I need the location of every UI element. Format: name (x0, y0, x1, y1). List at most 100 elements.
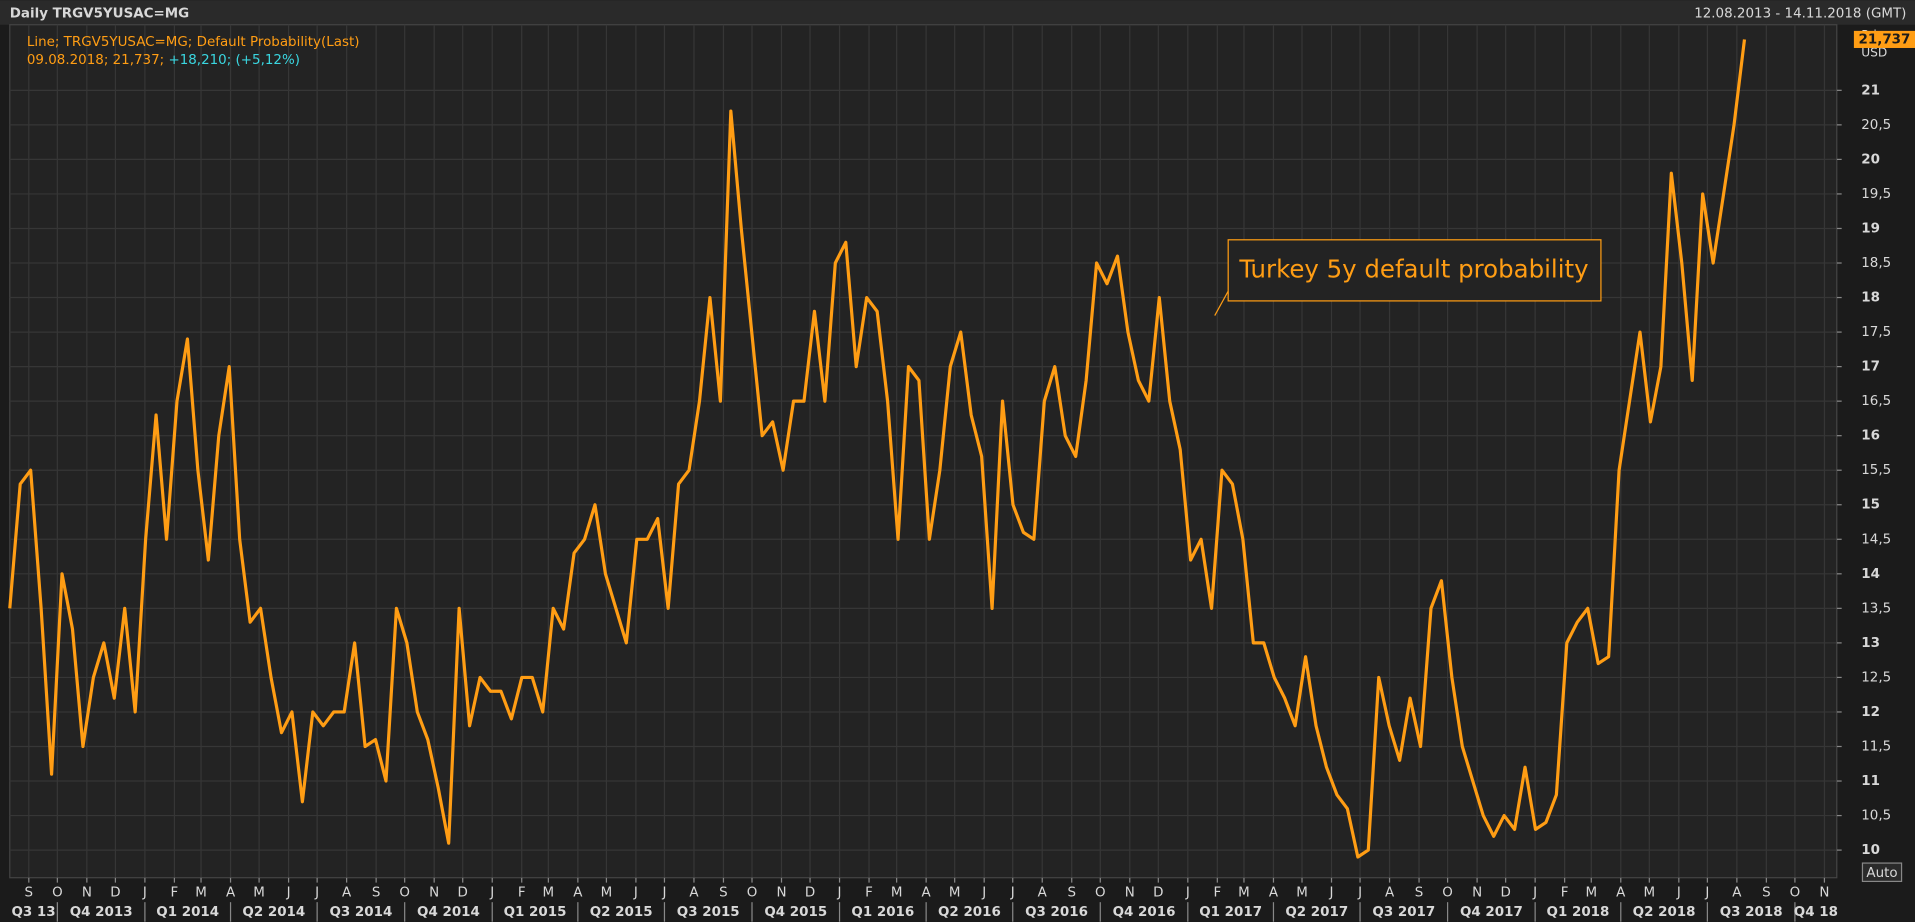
chart-title: Daily TRGV5YUSAC=MG (10, 7, 189, 22)
legend-status: 09.08.2018; 21,737; +18,210; (+5,12%) (27, 53, 300, 68)
x-tick-label: N (429, 885, 439, 900)
x-tick-label: N (1125, 885, 1135, 900)
status-date: 09.08.2018; (27, 53, 108, 68)
y-tick-label: 10 (1861, 843, 1880, 858)
y-axis-unit: USD (1861, 45, 1887, 59)
y-tick-label: 12 (1861, 705, 1880, 720)
x-tick-label: J (489, 885, 494, 900)
annotation-box (1227, 239, 1602, 302)
x-tick-label: J (1329, 885, 1334, 900)
y-tick-label: 14 (1861, 567, 1880, 582)
y-tick-label: 10,5 (1861, 809, 1891, 824)
x-tick-label: D (805, 885, 815, 900)
date-range: 12.08.2013 - 14.11.2018 (GMT) (1694, 7, 1906, 22)
x-tick-label: M (1296, 885, 1308, 900)
x-tick-label: J (314, 885, 319, 900)
x-tick-label: M (195, 885, 207, 900)
quarter-label: Q3 2017 (1372, 905, 1435, 920)
quarter-label: Q4 18 (1794, 905, 1838, 920)
quarter-label: Q3 2014 (329, 905, 392, 920)
quarter-label: Q4 2014 (417, 905, 480, 920)
y-tick-label: 11,5 (1861, 739, 1891, 754)
quarter-label: Q1 2018 (1547, 905, 1610, 920)
x-tick-label: O (1442, 885, 1453, 900)
annotation-leader (1214, 290, 1229, 316)
y-tick-label: 19,5 (1861, 187, 1891, 202)
line (8, 39, 1747, 859)
quarter-label: Q4 2015 (764, 905, 827, 920)
price-badge-group: 21,737 (1853, 30, 1915, 48)
x-tick-label: M (1585, 885, 1597, 900)
quarter-label: Q1 2014 (156, 905, 219, 920)
price-badge (1853, 30, 1915, 48)
x-tick-label: O (747, 885, 758, 900)
x-tick-label: S (372, 885, 381, 900)
x-tick-label: A (1385, 885, 1395, 900)
x-tick-label: A (573, 885, 583, 900)
x-tick-label: J (981, 885, 986, 900)
x-tick-label: M (601, 885, 613, 900)
x-tick-label: O (52, 885, 63, 900)
x-tick-label: S (25, 885, 34, 900)
y-tick-label: 13,5 (1861, 601, 1891, 616)
x-tick-label: F (1213, 885, 1221, 900)
grid (9, 24, 1842, 878)
x-tick-label: D (1153, 885, 1163, 900)
y-tick-label: 18 (1861, 291, 1880, 306)
y-tick-label: 20,5 (1861, 118, 1891, 133)
quarter-label: Q2 2017 (1285, 905, 1348, 920)
x-tick-label: S (1762, 885, 1771, 900)
y-tick-label: 12,5 (1861, 670, 1891, 685)
quarter-label: Q2 2015 (590, 905, 653, 920)
quarter-label: Q1 2017 (1199, 905, 1262, 920)
x-tick-label: A (1038, 885, 1048, 900)
y-tick-label: 13 (1861, 636, 1880, 651)
x-tick-label: A (1732, 885, 1742, 900)
quarter-label: Q3 13 (11, 905, 55, 920)
x-tick-label: F (1561, 885, 1569, 900)
x-tick-label: J (633, 885, 638, 900)
quarter-label: Q4 2013 (70, 905, 133, 920)
x-tick-label: J (1704, 885, 1709, 900)
x-tick-label: J (1010, 885, 1015, 900)
x-tick-label: J (1185, 885, 1190, 900)
x-tick-label: J (837, 885, 842, 900)
y-tick-label: 17,5 (1861, 325, 1891, 340)
x-tick-label: S (1067, 885, 1076, 900)
x-tick-label: M (949, 885, 961, 900)
x-tick-label: D (110, 885, 120, 900)
x-tick-label: J (1357, 885, 1362, 900)
x-tick-label: F (518, 885, 526, 900)
x-tick-label: A (1616, 885, 1626, 900)
auto-button-label[interactable]: Auto (1866, 866, 1897, 881)
quarter-label: Q4 2017 (1460, 905, 1523, 920)
status-change-pct: (+5,12%) (236, 53, 300, 68)
y-tick-label: 18,5 (1861, 256, 1891, 271)
x-tick-label: F (171, 885, 179, 900)
x-tick-label: D (1500, 885, 1510, 900)
x-tick-label: A (1269, 885, 1279, 900)
quarter-label: Q2 2016 (938, 905, 1001, 920)
x-tick-label: S (1415, 885, 1424, 900)
quarter-label: Q3 2018 (1720, 905, 1783, 920)
x-tick-label: N (776, 885, 786, 900)
header-bar (0, 0, 1915, 25)
x-tick-label: J (142, 885, 147, 900)
y-tick-label: 17 (1861, 360, 1880, 375)
x-tick-label: M (1644, 885, 1656, 900)
y-tick-label: 11 (1861, 774, 1880, 789)
x-tick-label: M (253, 885, 265, 900)
x-tick-label: O (399, 885, 410, 900)
y-tick-label: 15 (1861, 498, 1880, 513)
x-tick-label: J (661, 885, 666, 900)
series (8, 39, 1747, 859)
x-tick-label: A (689, 885, 699, 900)
x-tick-label: M (1238, 885, 1250, 900)
quarter-label: Q1 2016 (851, 905, 914, 920)
auto-button[interactable] (1861, 862, 1903, 883)
y-tick-label: 16,5 (1861, 394, 1891, 409)
x-tick-label: M (543, 885, 555, 900)
x-tick-label: N (82, 885, 92, 900)
y-tick-label: 21 (1861, 83, 1880, 98)
x-tick-label: O (1095, 885, 1106, 900)
